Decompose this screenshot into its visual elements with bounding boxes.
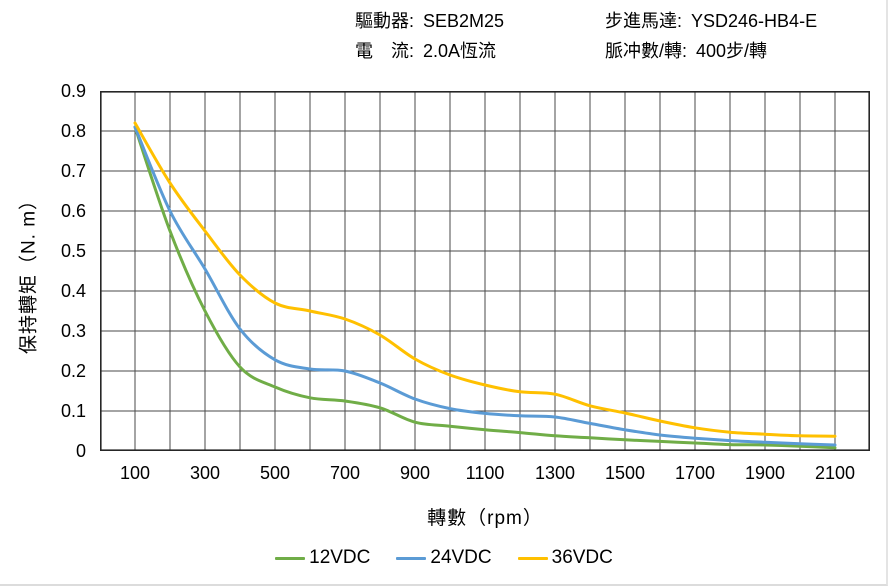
y-tick-label: 0.5 bbox=[60, 241, 86, 261]
y-tick-label: 0.2 bbox=[60, 361, 86, 381]
y-tick-label: 0.6 bbox=[60, 201, 86, 221]
y-tick-label: 0.8 bbox=[60, 121, 86, 141]
x-axis-tick-labels: 100 300 500 700 900 1100 1300 1500 1700 1900 2100 bbox=[100, 463, 870, 487]
spec-column-right: 步進馬達: YSD246-HB4-E 脈冲數/轉: 400步/轉 bbox=[605, 6, 817, 66]
chart-canvas bbox=[100, 91, 871, 451]
x-axis-title: 轉數（rpm） bbox=[427, 508, 543, 529]
plot-frame bbox=[100, 91, 871, 451]
x-tick-label: 1500 bbox=[604, 463, 646, 483]
motor-value: YSD246-HB4-E bbox=[691, 11, 818, 31]
x-tick-label: 2100 bbox=[814, 463, 856, 483]
x-tick-label: 100 bbox=[119, 463, 151, 483]
y-tick-label: 0 bbox=[75, 441, 86, 461]
driver-value: SEB2M25 bbox=[423, 11, 505, 31]
legend-label: 36VDC bbox=[551, 547, 613, 568]
current-spec-line: 電 流: 2.0A恆流 bbox=[355, 36, 504, 66]
motor-label: 步進馬達: bbox=[605, 11, 683, 31]
pulses-value: 400步/轉 bbox=[696, 41, 768, 61]
legend-line-swatch bbox=[275, 556, 306, 560]
x-tick-label: 900 bbox=[399, 463, 431, 483]
legend-label: 12VDC bbox=[309, 547, 371, 568]
driver-spec-line: 驅動器: SEB2M25 bbox=[355, 6, 504, 36]
x-tick-label: 1700 bbox=[674, 463, 716, 483]
driver-label: 驅動器: bbox=[355, 11, 415, 31]
y-axis-tick-labels: 0.9 0.8 0.7 0.6 0.5 0.4 0.3 0.2 0.1 0 bbox=[28, 81, 86, 461]
legend-line-swatch bbox=[396, 556, 427, 560]
y-tick-label: 0.7 bbox=[60, 161, 86, 181]
spec-column-left: 驅動器: SEB2M25 電 流: 2.0A恆流 bbox=[355, 6, 504, 66]
current-label: 電 流: bbox=[355, 41, 415, 61]
series-line-24vdc bbox=[133, 125, 837, 447]
y-tick-label: 0.1 bbox=[60, 401, 86, 421]
pulses-spec-line: 脈冲數/轉: 400步/轉 bbox=[605, 36, 817, 66]
x-tick-label: 500 bbox=[259, 463, 291, 483]
series-line-36vdc bbox=[133, 121, 837, 438]
motor-spec-line: 步進馬達: YSD246-HB4-E bbox=[605, 6, 817, 36]
x-tick-label: 700 bbox=[329, 463, 361, 483]
series-line-12vdc bbox=[133, 125, 837, 450]
legend-label: 24VDC bbox=[430, 547, 492, 568]
legend-line-swatch bbox=[517, 556, 548, 560]
legend-item-36vdc: 36VDC bbox=[517, 547, 613, 569]
y-tick-label: 0.4 bbox=[60, 281, 86, 301]
pulses-label: 脈冲數/轉: bbox=[605, 41, 688, 61]
plot-area bbox=[100, 91, 871, 451]
legend-item-24vdc: 24VDC bbox=[396, 547, 492, 569]
x-tick-label: 1300 bbox=[534, 463, 576, 483]
x-tick-label: 300 bbox=[189, 463, 221, 483]
legend-item-12vdc: 12VDC bbox=[275, 547, 370, 569]
y-tick-label: 0.9 bbox=[60, 81, 86, 101]
y-tick-label: 0.3 bbox=[60, 321, 86, 341]
legend: 12VDC 24VDC 36VDC bbox=[0, 547, 886, 569]
x-tick-label: 1900 bbox=[744, 463, 786, 483]
current-value: 2.0A恆流 bbox=[423, 41, 497, 61]
x-tick-label: 1100 bbox=[465, 463, 505, 483]
